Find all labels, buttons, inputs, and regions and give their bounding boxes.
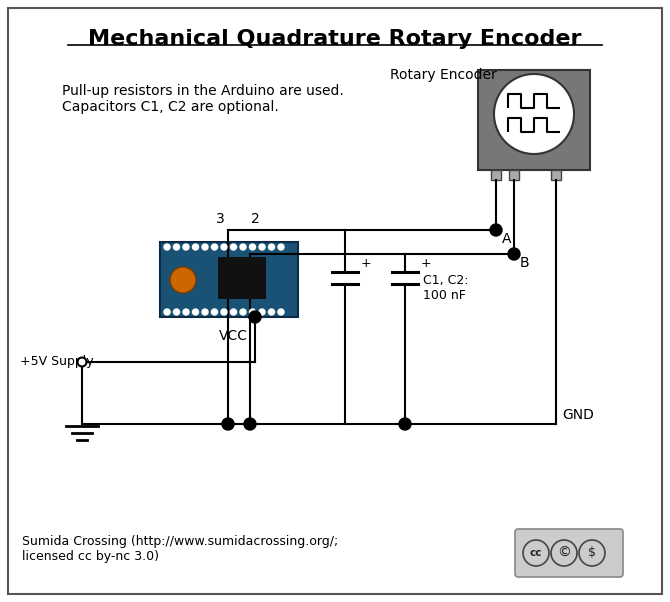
Circle shape (212, 244, 218, 250)
FancyBboxPatch shape (509, 170, 519, 180)
Circle shape (222, 418, 234, 430)
Circle shape (269, 309, 275, 315)
Text: 2: 2 (251, 212, 259, 226)
Text: 3: 3 (216, 212, 224, 226)
Circle shape (399, 418, 411, 430)
Text: NC: NC (587, 561, 597, 567)
Circle shape (164, 309, 170, 315)
Text: $: $ (588, 547, 596, 559)
Circle shape (164, 244, 170, 250)
FancyBboxPatch shape (515, 529, 623, 577)
Circle shape (221, 244, 227, 250)
FancyBboxPatch shape (478, 70, 590, 170)
Circle shape (249, 311, 261, 323)
Circle shape (202, 309, 208, 315)
Circle shape (269, 244, 275, 250)
Text: Sumida Crossing (http://www.sumidacrossing.org/;
licensed cc by-nc 3.0): Sumida Crossing (http://www.sumidacrossi… (22, 535, 338, 563)
Circle shape (551, 540, 577, 566)
Circle shape (523, 540, 549, 566)
Text: Rotary Encoder: Rotary Encoder (390, 68, 496, 82)
Text: B: B (520, 256, 529, 270)
FancyBboxPatch shape (491, 170, 501, 180)
Circle shape (259, 309, 265, 315)
Text: cc: cc (530, 548, 542, 558)
Text: A: A (502, 232, 511, 246)
Circle shape (230, 244, 237, 250)
FancyBboxPatch shape (218, 257, 266, 299)
Circle shape (192, 244, 198, 250)
Text: +5V Supply: +5V Supply (20, 356, 94, 368)
Circle shape (278, 244, 284, 250)
Circle shape (174, 309, 180, 315)
Circle shape (174, 244, 180, 250)
Text: C1, C2:
100 nF: C1, C2: 100 nF (423, 274, 468, 302)
FancyBboxPatch shape (160, 242, 298, 317)
Circle shape (170, 267, 196, 293)
Circle shape (78, 358, 86, 367)
Text: Mechanical Quadrature Rotary Encoder: Mechanical Quadrature Rotary Encoder (88, 29, 582, 49)
Text: +: + (361, 257, 372, 270)
Circle shape (183, 244, 189, 250)
Circle shape (240, 309, 246, 315)
Circle shape (192, 309, 198, 315)
Text: +: + (421, 257, 431, 270)
Circle shape (249, 244, 255, 250)
Text: VCC: VCC (218, 329, 247, 343)
Circle shape (183, 309, 189, 315)
Text: Pull-up resistors in the Arduino are used.
Capacitors C1, C2 are optional.: Pull-up resistors in the Arduino are use… (62, 84, 344, 114)
Circle shape (240, 244, 246, 250)
Text: BY: BY (532, 561, 540, 567)
Circle shape (249, 309, 255, 315)
FancyBboxPatch shape (8, 8, 662, 594)
Circle shape (221, 309, 227, 315)
Circle shape (202, 244, 208, 250)
FancyBboxPatch shape (551, 170, 561, 180)
Circle shape (259, 244, 265, 250)
Circle shape (494, 74, 574, 154)
Circle shape (244, 418, 256, 430)
Circle shape (490, 224, 502, 236)
Circle shape (278, 309, 284, 315)
Text: ©: © (557, 546, 571, 560)
Circle shape (579, 540, 605, 566)
Circle shape (212, 309, 218, 315)
Text: GND: GND (562, 408, 594, 422)
Circle shape (230, 309, 237, 315)
Circle shape (508, 248, 520, 260)
